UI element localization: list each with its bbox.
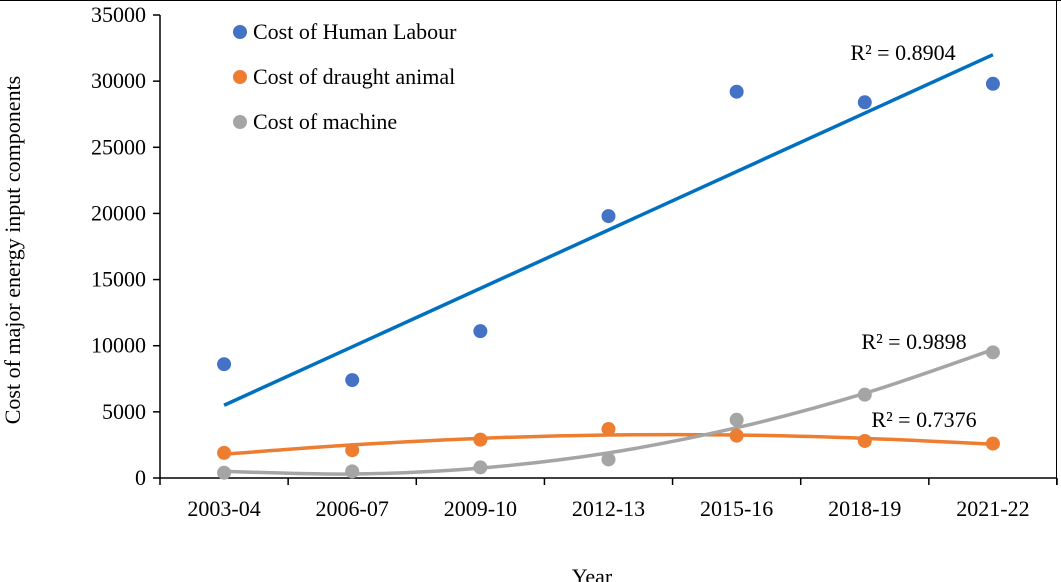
y-tick-label: 20000	[91, 200, 146, 225]
r2-label-series-1: R² = 0.7376	[871, 407, 976, 432]
y-tick-label: 10000	[91, 333, 146, 358]
x-tick-label: 2021-22	[956, 496, 1029, 521]
point-series-1	[345, 443, 360, 458]
x-tick-label: 2015-16	[700, 496, 773, 521]
trendline-series-0	[223, 53, 994, 407]
point-series-1	[729, 428, 744, 443]
x-tick-label: 2006-07	[316, 496, 389, 521]
x-tick-label: 2009-10	[444, 496, 517, 521]
y-tick-label: 35000	[91, 2, 146, 27]
point-series-2	[601, 452, 616, 467]
point-series-0	[985, 76, 1000, 91]
legend-marker	[233, 25, 247, 39]
point-series-2	[473, 460, 488, 475]
point-series-1	[857, 433, 872, 448]
legend-label: Cost of machine	[253, 109, 397, 134]
data-points	[217, 76, 1000, 480]
x-axis-ticks: 2003-04 2006-07 2009-10 2012-13 2015-16 2018-…	[159, 478, 1058, 521]
y-tick-label: 25000	[91, 134, 146, 159]
point-series-2	[217, 465, 232, 480]
point-series-0	[345, 373, 360, 388]
x-axis-title: Year	[572, 564, 613, 582]
x-tick-label: 2003-04	[187, 496, 260, 521]
y-axis-ticks: 0 5000 10000 15000 20000 25000 30000 35000	[91, 2, 160, 490]
legend: Cost of Human Labour Cost of draught anim…	[233, 19, 457, 134]
y-tick-label: 30000	[91, 68, 146, 93]
point-series-1	[601, 422, 616, 437]
y-axis-title: Cost of major energy input components	[0, 76, 25, 425]
y-tick-label: 0	[135, 465, 146, 490]
point-series-1	[473, 432, 488, 447]
point-series-0	[729, 84, 744, 99]
y-tick-label: 5000	[102, 399, 146, 424]
y-tick-label: 15000	[91, 267, 146, 292]
point-series-1	[985, 436, 1000, 451]
legend-marker	[233, 70, 247, 84]
r2-label-series-0: R² = 0.8904	[850, 40, 955, 65]
legend-label: Cost of draught animal	[253, 64, 455, 89]
point-series-0	[857, 95, 872, 110]
point-series-2	[345, 464, 360, 479]
point-series-0	[217, 357, 232, 372]
legend-marker	[233, 115, 247, 129]
point-series-0	[473, 324, 488, 339]
x-tick-label: 2012-13	[572, 496, 645, 521]
point-series-1	[217, 445, 232, 460]
x-tick-label: 2018-19	[828, 496, 901, 521]
point-series-2	[857, 387, 872, 402]
r2-labels: R² = 0.8904 R² = 0.7376 R² = 0.9898	[850, 40, 976, 432]
point-series-2	[729, 412, 744, 427]
r2-label-series-2: R² = 0.9898	[861, 329, 966, 354]
legend-label: Cost of Human Labour	[253, 19, 457, 44]
point-series-0	[601, 209, 616, 224]
point-series-2	[985, 345, 1000, 360]
